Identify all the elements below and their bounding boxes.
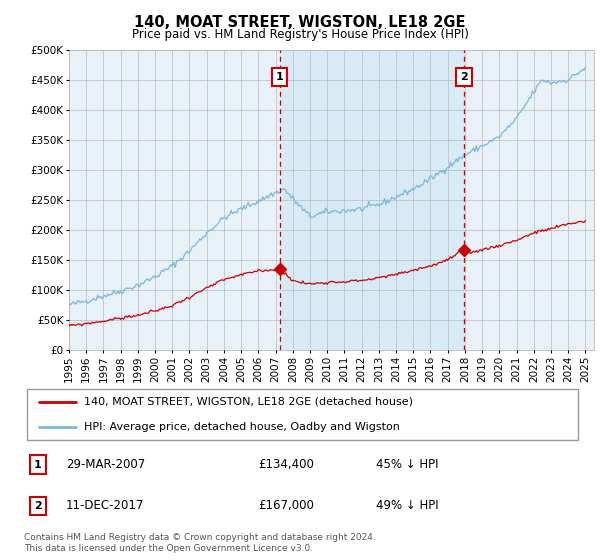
Text: £167,000: £167,000: [259, 500, 314, 512]
Text: HPI: Average price, detached house, Oadby and Wigston: HPI: Average price, detached house, Oadb…: [84, 422, 400, 432]
Text: 140, MOAT STREET, WIGSTON, LE18 2GE (detached house): 140, MOAT STREET, WIGSTON, LE18 2GE (det…: [84, 396, 413, 407]
Text: Price paid vs. HM Land Registry's House Price Index (HPI): Price paid vs. HM Land Registry's House …: [131, 28, 469, 41]
Text: 140, MOAT STREET, WIGSTON, LE18 2GE: 140, MOAT STREET, WIGSTON, LE18 2GE: [134, 15, 466, 30]
Bar: [280, 50, 464, 350]
Text: 49% ↓ HPI: 49% ↓ HPI: [376, 500, 438, 512]
Text: 1: 1: [34, 460, 42, 469]
Text: 29-MAR-2007: 29-MAR-2007: [66, 458, 145, 471]
FancyBboxPatch shape: [27, 389, 578, 440]
Text: 45% ↓ HPI: 45% ↓ HPI: [376, 458, 438, 471]
Text: 11-DEC-2017: 11-DEC-2017: [66, 500, 144, 512]
Text: 1: 1: [275, 72, 283, 82]
Text: 2: 2: [34, 501, 42, 511]
Text: 2: 2: [460, 72, 468, 82]
Text: Contains HM Land Registry data © Crown copyright and database right 2024.
This d: Contains HM Land Registry data © Crown c…: [24, 533, 376, 553]
Text: £134,400: £134,400: [259, 458, 314, 471]
